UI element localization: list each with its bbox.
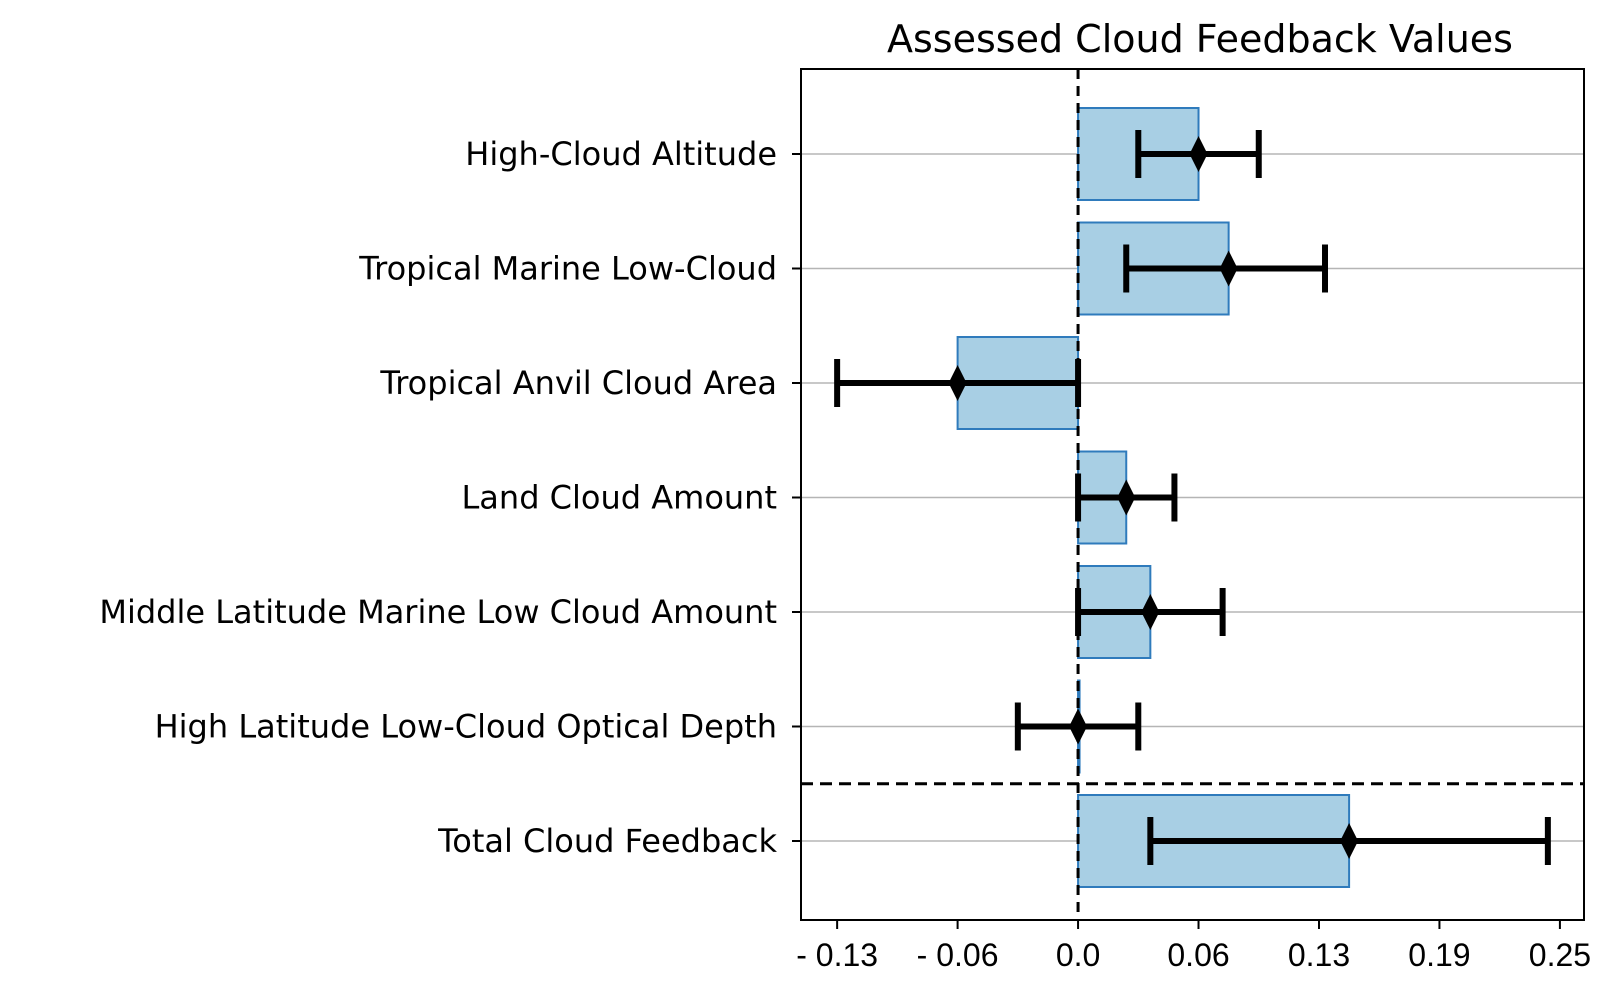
value-marker — [1189, 136, 1208, 172]
y-tick-label: Land Cloud Amount — [461, 479, 777, 517]
y-tick-label: High Latitude Low-Cloud Optical Depth — [155, 708, 777, 746]
value-marker — [1141, 594, 1160, 630]
y-axis: High-Cloud Altitude Tropical Marine Low-C… — [99, 135, 801, 860]
value-marker — [1219, 250, 1238, 287]
x-tick-label: 0.06 — [1167, 937, 1229, 973]
x-tick-label: 0.25 — [1529, 937, 1591, 973]
value-marker — [1117, 479, 1136, 516]
y-tick-label: Middle Latitude Marine Low Cloud Amount — [99, 593, 777, 631]
value-marker — [948, 365, 967, 401]
y-tick-label: High-Cloud Altitude — [465, 135, 777, 173]
y-tick-label: Tropical Anvil Cloud Area — [379, 364, 777, 402]
x-tick-label: 0.0 — [1056, 937, 1100, 973]
chart-title: Assessed Cloud Feedback Values — [887, 17, 1513, 61]
value-marker — [1340, 823, 1359, 859]
error-bars — [834, 130, 1551, 865]
x-axis: - 0.13 - 0.06 0.0 0.06 0.13 0.19 0.25 — [796, 920, 1591, 973]
x-tick-label: - 0.06 — [917, 937, 999, 973]
y-tick-label: Tropical Marine Low-Cloud — [358, 250, 777, 288]
plot-frame — [800, 68, 1585, 921]
y-tick-label: Total Cloud Feedback — [437, 822, 777, 860]
x-tick-label: 0.19 — [1408, 937, 1470, 973]
x-tick-label: - 0.13 — [796, 937, 878, 973]
x-tick-label: 0.13 — [1288, 937, 1350, 973]
value-marker — [1069, 708, 1088, 745]
